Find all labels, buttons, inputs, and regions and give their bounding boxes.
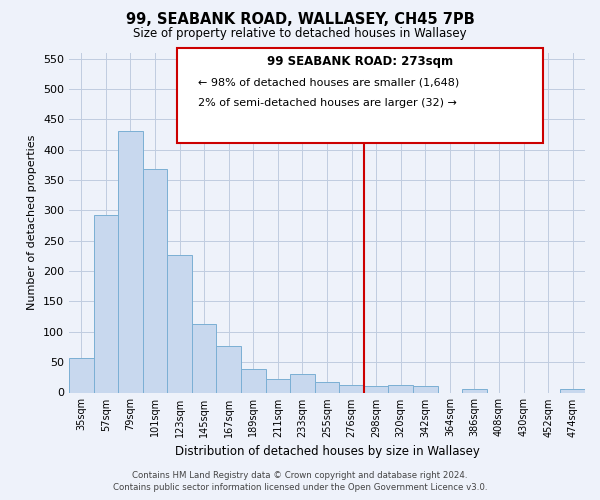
Bar (69, 358, 94, 392)
X-axis label: Distribution of detached houses by size in Wallasey: Distribution of detached houses by size … (175, 445, 479, 458)
Bar (388, 385, 413, 392)
Bar (266, 379, 290, 392)
Bar (413, 386, 437, 392)
Text: ← 98% of detached houses are smaller (1,648): ← 98% of detached houses are smaller (1,… (198, 78, 459, 88)
Text: Size of property relative to detached houses in Wallasey: Size of property relative to detached ho… (133, 28, 467, 40)
Bar (118, 132, 143, 392)
Bar (241, 370, 266, 392)
Y-axis label: Number of detached properties: Number of detached properties (28, 135, 37, 310)
Bar (290, 374, 315, 392)
Bar (560, 390, 585, 392)
Bar (364, 386, 388, 392)
Bar (217, 346, 241, 393)
Bar (339, 384, 364, 392)
Bar (143, 169, 167, 392)
Text: 2% of semi-detached houses are larger (32) →: 2% of semi-detached houses are larger (3… (198, 98, 457, 108)
Text: 99, SEABANK ROAD, WALLASEY, CH45 7PB: 99, SEABANK ROAD, WALLASEY, CH45 7PB (125, 12, 475, 28)
Text: Contains HM Land Registry data © Crown copyright and database right 2024.
Contai: Contains HM Land Registry data © Crown c… (113, 471, 487, 492)
Bar (192, 324, 217, 392)
Bar (94, 214, 118, 392)
Bar (315, 382, 339, 392)
Bar (462, 390, 487, 392)
Bar (167, 254, 192, 392)
Text: 99 SEABANK ROAD: 273sqm: 99 SEABANK ROAD: 273sqm (267, 55, 453, 68)
